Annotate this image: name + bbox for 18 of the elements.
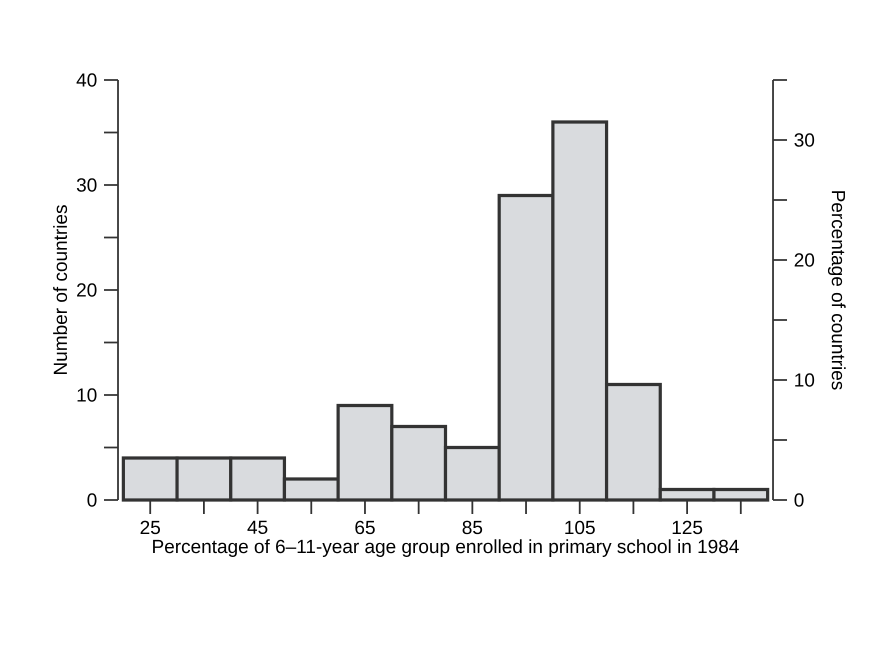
x-tick-label: 25 — [140, 520, 160, 534]
x-tick-label: 65 — [355, 520, 375, 534]
y2-axis-title: Percentage of countries — [828, 191, 846, 390]
y-tick-label: 40 — [76, 73, 97, 87]
y-axis-title: Number of countries — [53, 205, 68, 374]
x-tick-label: 125 — [672, 520, 702, 534]
y2-tick-label: 10 — [795, 373, 814, 387]
y-tick-label: 10 — [78, 388, 97, 402]
x-tick-label: 105 — [565, 520, 595, 534]
x-tick-label: 85 — [462, 520, 482, 534]
x-tick-label: 45 — [247, 520, 268, 534]
x-axis-title: Percentage of 6–11-year age group enrolled in primary school in 1984 — [153, 539, 739, 557]
y2-tick-label: 20 — [794, 253, 814, 267]
y-tick-label: 0 — [87, 493, 97, 507]
y2-tick-label: 0 — [794, 493, 804, 507]
y-tick-label: 20 — [77, 283, 97, 297]
y2-tick-label: 30 — [794, 133, 814, 147]
y-tick-label: 30 — [76, 178, 97, 192]
